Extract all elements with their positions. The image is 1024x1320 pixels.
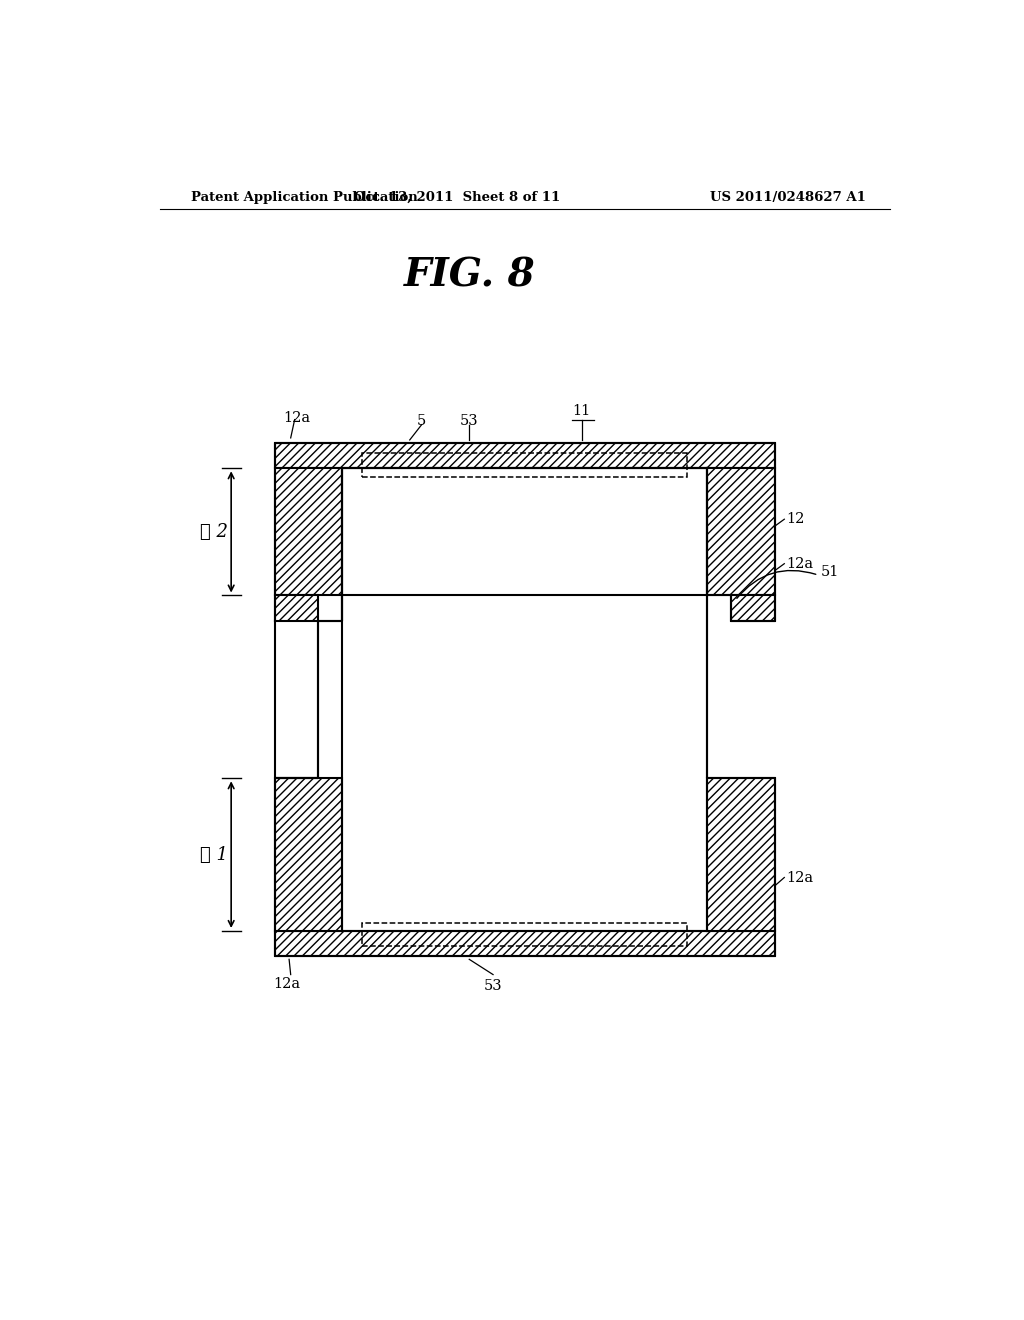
Text: US 2011/0248627 A1: US 2011/0248627 A1 [711,190,866,203]
Text: 53: 53 [460,413,478,428]
Bar [274,595,318,620]
Bar [274,779,342,931]
Bar [362,923,687,946]
Bar [708,469,775,595]
Text: 12a: 12a [786,870,814,884]
Text: 11: 11 [572,404,591,417]
Text: FIG. 8: FIG. 8 [403,256,536,294]
Bar [342,469,708,931]
Text: 51: 51 [821,565,840,579]
Text: 53: 53 [483,978,503,993]
Text: 12a: 12a [786,557,814,570]
Bar [274,444,775,469]
Text: 5: 5 [417,413,426,428]
Bar [362,453,687,477]
Bar [731,595,775,620]
Text: ℓ 2: ℓ 2 [200,523,227,541]
Bar [708,779,775,931]
Text: ℓ 1: ℓ 1 [200,846,227,863]
Text: 12a: 12a [283,411,310,425]
Text: 12: 12 [786,512,805,527]
Text: Oct. 13, 2011  Sheet 8 of 11: Oct. 13, 2011 Sheet 8 of 11 [354,190,560,203]
Bar [274,469,342,595]
Text: Patent Application Publication: Patent Application Publication [191,190,418,203]
Bar [274,931,775,956]
Text: 12a: 12a [273,977,300,990]
